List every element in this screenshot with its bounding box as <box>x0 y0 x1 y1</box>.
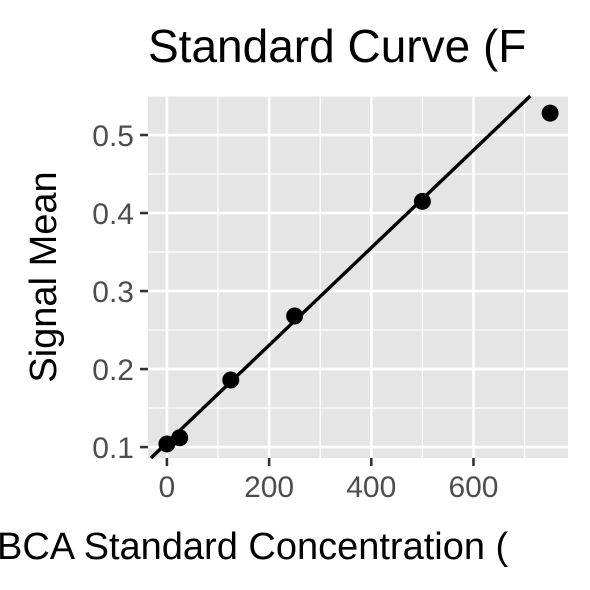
x-axis-label: BCA Standard Concentration ( <box>0 526 509 568</box>
x-tick-label: 0 <box>159 471 176 504</box>
x-tick-label: 400 <box>346 471 396 504</box>
data-point <box>158 435 176 453</box>
data-point <box>541 104 559 122</box>
data-point <box>171 429 189 447</box>
x-axis: 0 200 400 600 <box>159 458 499 504</box>
data-point <box>413 192 431 210</box>
major-grid <box>148 96 568 458</box>
data-points <box>158 104 559 453</box>
plot-panel <box>148 96 568 458</box>
x-tick-label: 600 <box>448 471 498 504</box>
y-tick-label: 0.5 <box>92 120 134 153</box>
y-axis: 0.1 0.2 0.3 0.4 0.5 <box>92 120 148 465</box>
y-tick-label: 0.1 <box>92 432 134 465</box>
data-point <box>222 371 240 389</box>
chart-title: Standard Curve (F <box>148 20 526 72</box>
y-axis-label: Signal Mean <box>23 171 65 382</box>
data-point <box>286 307 304 325</box>
x-tick-label: 200 <box>244 471 294 504</box>
fit-line-layer <box>149 94 532 460</box>
minor-grid <box>148 95 568 458</box>
y-tick-label: 0.3 <box>92 276 134 309</box>
fit-line <box>149 94 532 460</box>
y-tick-label: 0.2 <box>92 354 134 387</box>
y-tick-label: 0.4 <box>92 198 134 231</box>
